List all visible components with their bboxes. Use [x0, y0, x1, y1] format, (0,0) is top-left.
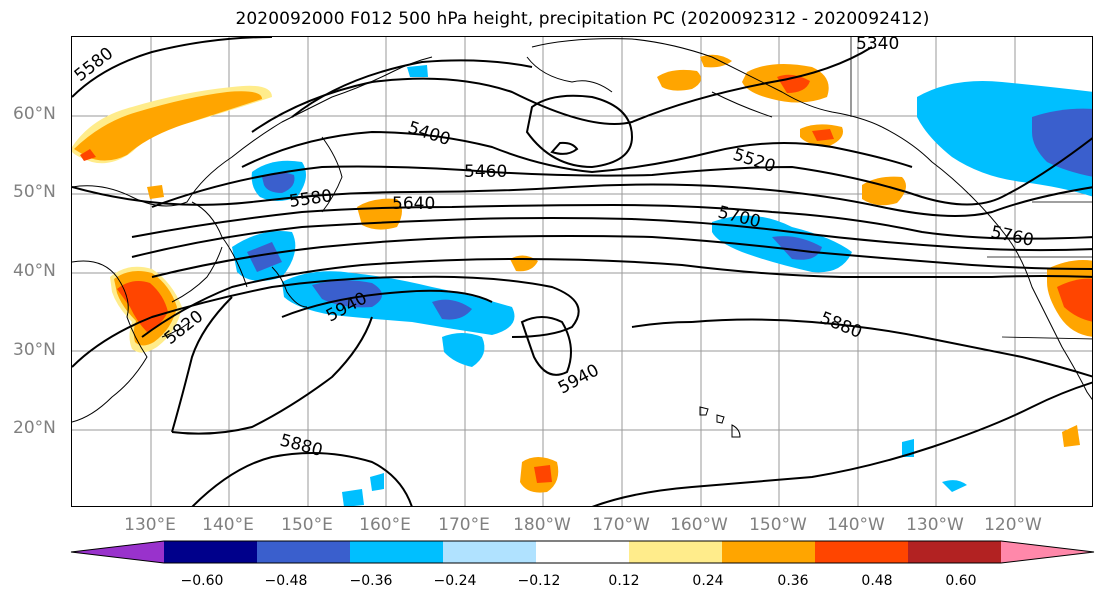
- lat-label: 40°N: [13, 261, 56, 281]
- contour-label: 5340: [856, 37, 899, 54]
- lon-label: 180°W: [513, 515, 571, 535]
- lat-label: 60°N: [13, 104, 56, 124]
- precip-shading: [72, 54, 1092, 506]
- lat-label: 20°N: [13, 418, 56, 438]
- colorbar-tick: 0.36: [777, 573, 809, 589]
- lat-label: 30°N: [13, 340, 56, 360]
- colorbar-segment: [71, 541, 164, 563]
- colorbar-tick: −0.12: [517, 573, 561, 589]
- lon-label: 170°W: [592, 515, 650, 535]
- lon-label: 160°W: [670, 515, 728, 535]
- colorbar-tick: −0.24: [433, 573, 477, 589]
- lon-label: 140°W: [827, 515, 885, 535]
- colorbar-segment: [629, 541, 723, 563]
- lon-label: 150°W: [749, 515, 807, 535]
- contour-label: 5640: [392, 194, 435, 214]
- lon-label: 130°W: [906, 515, 964, 535]
- colorbar-tick: −0.48: [264, 573, 308, 589]
- colorbar-tick: −0.36: [349, 573, 393, 589]
- colorbar-tick: −0.60: [180, 573, 224, 589]
- colorbar-segment: [536, 541, 630, 563]
- lon-label: 140°E: [202, 515, 254, 535]
- colorbar-segment: [1001, 541, 1094, 563]
- colorbar-tick: 0.48: [861, 573, 893, 589]
- contour-label: 5460: [464, 162, 507, 182]
- colorbar-tick: 0.12: [608, 573, 640, 589]
- colorbar-segment: [257, 541, 351, 563]
- colorbar-tick: 0.60: [945, 573, 977, 589]
- contour-label: 5520: [730, 145, 777, 177]
- map-title: 2020092000 F012 500 hPa height, precipit…: [235, 9, 930, 29]
- colorbar-segment: [722, 541, 816, 563]
- contour-label: 5400: [405, 118, 452, 150]
- colorbar-segment: [164, 541, 258, 563]
- colorbar-tick: 0.24: [692, 573, 724, 589]
- lon-label: 130°E: [124, 515, 176, 535]
- contour-label: 5940: [555, 360, 603, 398]
- colorbar-outline: [70, 540, 1095, 564]
- contour-label: 5880: [278, 431, 325, 462]
- lon-label: 170°E: [438, 515, 490, 535]
- colorbar-segment: [815, 541, 909, 563]
- lon-label: 150°E: [281, 515, 333, 535]
- colorbar: [70, 540, 1095, 564]
- lon-label: 120°W: [984, 515, 1042, 535]
- colorbar-segment: [443, 541, 537, 563]
- lon-label: 160°E: [359, 515, 411, 535]
- map-canvas: 5580 5340 5400 5460 5520 5580 5640 5700 …: [72, 37, 1092, 506]
- contour-label: 5760: [989, 222, 1035, 251]
- map-panel[interactable]: 5580 5340 5400 5460 5520 5580 5640 5700 …: [71, 36, 1093, 507]
- colorbar-segment: [350, 541, 444, 563]
- colorbar-segment: [908, 541, 1002, 563]
- lat-label: 50°N: [13, 182, 56, 202]
- height-contours: [72, 37, 1092, 506]
